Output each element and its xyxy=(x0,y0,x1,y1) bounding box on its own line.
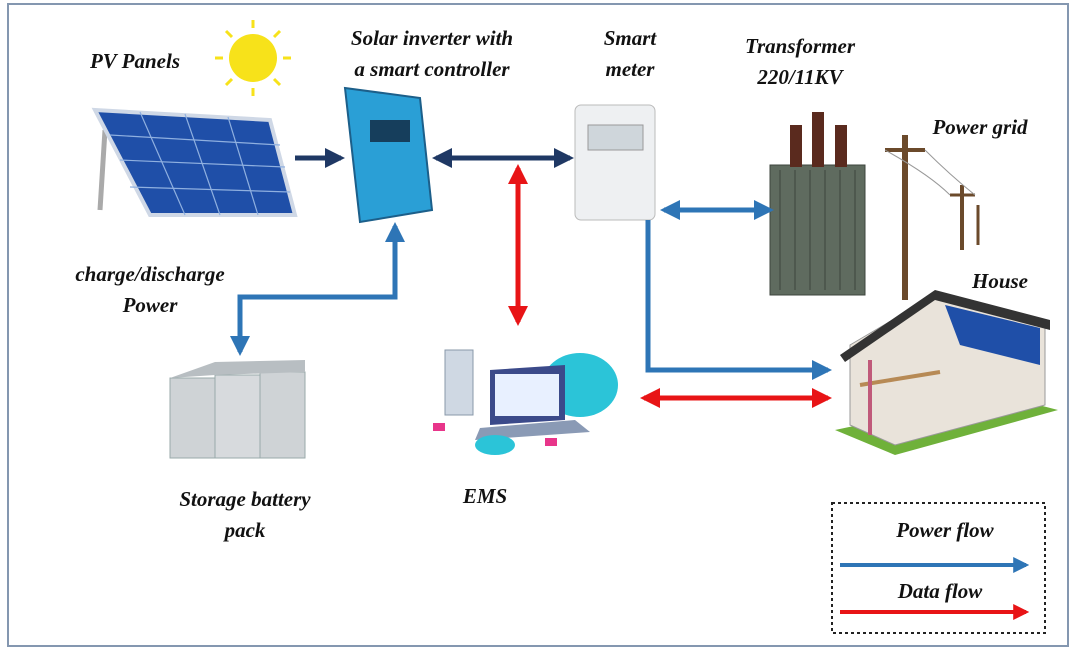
label-line: EMS xyxy=(462,484,507,508)
legend: Power flow Data flow xyxy=(831,502,1046,634)
label-line: Power xyxy=(122,293,179,317)
labels: PV Panels Solar inverter with a smart cont… xyxy=(75,26,1028,542)
power-arrow xyxy=(645,220,832,380)
arrows xyxy=(230,148,832,408)
label-line: pack xyxy=(223,518,266,542)
node-label: PV Panels xyxy=(89,49,180,73)
label-line: Solar inverter with xyxy=(351,26,513,50)
label-line: Transformer xyxy=(745,34,856,58)
smart-meter-icon xyxy=(574,104,656,221)
label-line: Power grid xyxy=(931,115,1028,139)
ems-icon xyxy=(433,349,618,455)
power-grid-icon xyxy=(884,135,980,300)
node-label: Transformer 220/11KV xyxy=(745,34,856,89)
label-line: House xyxy=(971,269,1028,293)
node-label: charge/discharge Power xyxy=(75,262,224,317)
battery-icon xyxy=(169,360,306,459)
node-label: EMS xyxy=(462,484,507,508)
node-label: Storage battery pack xyxy=(179,487,311,542)
label-line: 220/11KV xyxy=(756,65,844,89)
legend-label: Data flow xyxy=(897,579,984,603)
transformer-icon xyxy=(769,112,866,296)
label-line: charge/discharge xyxy=(75,262,224,286)
label-line: a smart controller xyxy=(354,57,510,81)
label-line: PV Panels xyxy=(89,49,180,73)
node-label: Power grid xyxy=(931,115,1028,139)
label-line: meter xyxy=(606,57,656,81)
sun-icon xyxy=(215,20,291,96)
inverter-icon xyxy=(343,86,434,224)
node-label: Solar inverter with a smart controller xyxy=(351,26,513,81)
label-line: Storage battery xyxy=(179,487,311,511)
legend-label: Power flow xyxy=(895,518,994,542)
label-line: Smart xyxy=(604,26,658,50)
node-label: House xyxy=(971,269,1028,293)
node-label: Smart meter xyxy=(604,26,658,81)
pv-panel-icon xyxy=(91,107,298,217)
power-arrow xyxy=(230,222,405,356)
house-icon xyxy=(835,290,1058,455)
